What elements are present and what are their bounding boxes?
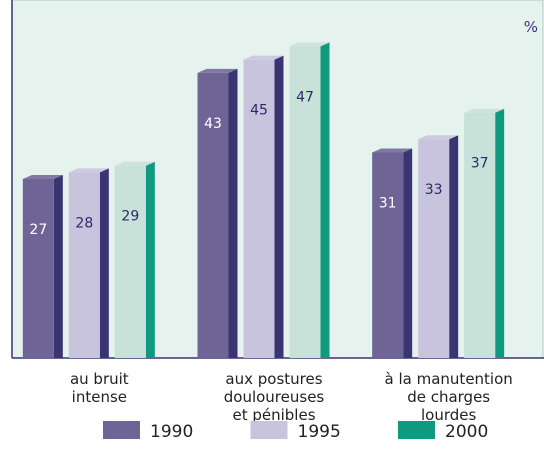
bar-front — [114, 165, 146, 358]
unit-label: % — [524, 18, 538, 36]
value-label: 45 — [250, 103, 268, 119]
value-label: 28 — [75, 215, 93, 231]
bar-top — [114, 161, 155, 166]
value-label: 43 — [204, 116, 222, 132]
value-label: 33 — [425, 182, 443, 198]
bar-side — [403, 148, 413, 358]
bar — [289, 42, 330, 358]
bar-top — [289, 42, 330, 47]
bar-side — [99, 168, 109, 358]
bar-side — [449, 135, 459, 358]
bar-front — [243, 59, 275, 359]
value-label: 31 — [379, 195, 397, 211]
bar-top — [418, 135, 459, 140]
bar — [243, 55, 284, 359]
bar — [68, 168, 109, 358]
bar — [114, 161, 155, 358]
bar — [418, 135, 459, 358]
x-tick-label: au bruit intense — [70, 370, 129, 406]
legend-label: 1990 — [150, 422, 193, 442]
value-label: 37 — [471, 156, 489, 172]
bar-top — [372, 148, 413, 153]
bar — [197, 68, 238, 358]
bar-side — [320, 42, 330, 358]
bar-side — [274, 55, 284, 359]
bar-front — [418, 139, 450, 358]
bar-front — [372, 152, 404, 358]
bar-front — [22, 179, 54, 358]
bar-top — [464, 108, 505, 113]
value-label: 27 — [29, 222, 47, 238]
legend-swatch — [398, 421, 435, 439]
bar — [22, 175, 63, 358]
bar-front — [289, 46, 321, 358]
bar-top — [68, 168, 109, 173]
legend-swatch — [103, 421, 140, 439]
bar — [372, 148, 413, 358]
bar-side — [53, 175, 63, 358]
legend-swatch — [250, 421, 288, 439]
bar-top — [197, 68, 238, 73]
legend-label: 1995 — [298, 422, 341, 442]
bar-front — [464, 112, 496, 358]
bar-front — [197, 72, 229, 358]
bar-side — [495, 108, 505, 358]
bar-front — [68, 172, 100, 358]
x-tick-label: aux postures douloureuses et pénibles — [224, 370, 325, 424]
value-label: 47 — [296, 89, 314, 105]
bar — [464, 108, 505, 358]
bar-top — [22, 175, 63, 179]
bar-side — [228, 68, 238, 358]
value-label: 29 — [121, 209, 139, 225]
bar-top — [243, 55, 284, 60]
legend-label: 2000 — [445, 422, 488, 442]
bar-side — [145, 161, 155, 358]
x-tick-label: à la manutention de charges lourdes — [385, 370, 513, 424]
